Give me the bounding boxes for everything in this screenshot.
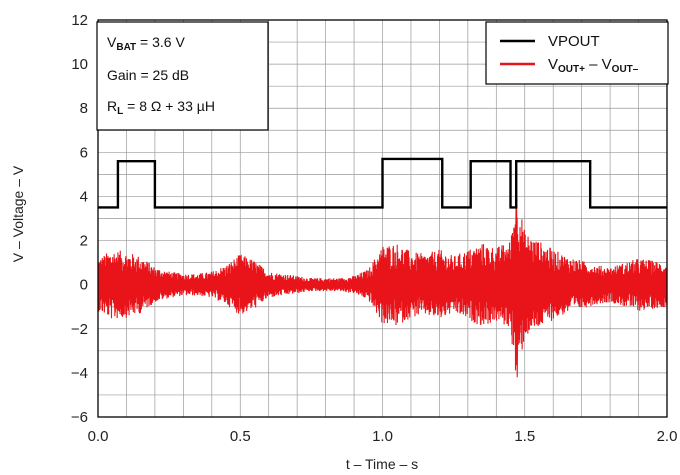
y-tick-label: 12 xyxy=(71,12,88,29)
x-tick-label: 1.5 xyxy=(514,428,535,445)
x-axis-label: t – Time – s xyxy=(346,456,418,472)
y-tick-label: 4 xyxy=(80,188,88,205)
rl-annotation: RL = 8 Ω + 33 µH xyxy=(107,98,215,117)
legend-label-vout: VOUT+ – VOUT– xyxy=(548,56,639,75)
x-tick-label: 0.0 xyxy=(88,428,109,445)
y-tick-label: 2 xyxy=(80,233,88,250)
vbat-annotation: VBAT = 3.6 V xyxy=(107,34,185,53)
y-tick-label: −4 xyxy=(71,365,88,382)
x-tick-label: 1.0 xyxy=(372,428,393,445)
y-tick-label: −6 xyxy=(71,409,88,426)
series-vout-line xyxy=(97,189,668,378)
legend-frame xyxy=(485,21,669,85)
series-vpout-line xyxy=(98,157,667,209)
gain-annotation: Gain = 25 dB xyxy=(107,67,189,83)
plot-area xyxy=(97,157,668,378)
conditions-box-frame xyxy=(96,21,269,131)
x-tick-label: 0.5 xyxy=(230,428,251,445)
y-tick-label: 10 xyxy=(71,56,88,73)
y-tick-label: 0 xyxy=(80,277,88,294)
legend: VPOUT VOUT+ – VOUT– xyxy=(485,21,669,85)
x-tick-label: 2.0 xyxy=(657,428,678,445)
y-tick-label: 8 xyxy=(80,100,88,117)
tick-labels: 0.0 0.5 1.0 1.5 2.0 12 10 8 6 4 2 0 −2 −4 −6 xyxy=(71,12,678,445)
y-tick-label: −2 xyxy=(71,321,88,338)
legend-label-vpout: VPOUT xyxy=(548,33,600,50)
conditions-box: VBAT = 3.6 V Gain = 25 dB RL = 8 Ω + 33 … xyxy=(96,21,269,131)
y-tick-label: 6 xyxy=(80,144,88,161)
y-axis-label: V – Voltage – V xyxy=(10,165,26,262)
plot-frame xyxy=(97,19,668,418)
